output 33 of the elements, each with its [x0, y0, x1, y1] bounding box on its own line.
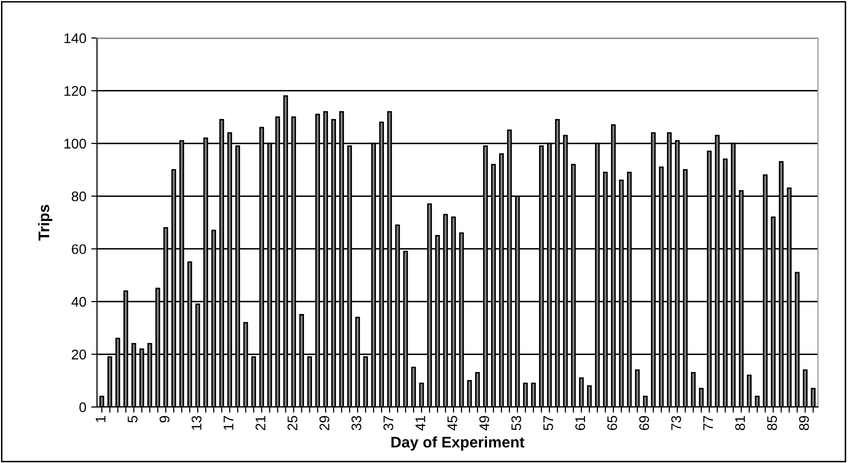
y-tick-label: 20 [72, 350, 86, 360]
x-tick-label: 45 [448, 416, 458, 430]
x-tick-label: 49 [479, 416, 490, 430]
x-tick-label: 61 [575, 416, 586, 430]
x-tick-label: 25 [288, 416, 298, 430]
x-tick-label: 33 [351, 416, 362, 430]
x-tick-label: 13 [192, 416, 202, 430]
y-tick-label: 80 [72, 191, 86, 202]
x-tick-label: 65 [607, 416, 618, 430]
y-tick-label: 40 [71, 296, 86, 307]
y-tick-label: 100 [64, 138, 86, 149]
y-tick-label: 120 [64, 86, 86, 96]
x-axis-title: Day of Experiment [391, 436, 524, 451]
x-tick-label: 73 [671, 416, 682, 430]
y-axis-title: Trips [38, 204, 52, 241]
x-tick-label: 57 [543, 416, 554, 430]
x-tick-label: 29 [320, 416, 330, 430]
x-tick-label: 53 [511, 416, 522, 430]
y-tick-label: 140 [64, 33, 86, 44]
x-tick-label: 89 [799, 416, 809, 430]
y-tick-label: 0 [79, 402, 86, 412]
x-tick-label: 1 [96, 416, 106, 422]
x-tick-label: 17 [224, 416, 234, 430]
x-tick-label: 9 [160, 416, 170, 422]
x-tick-label: 37 [383, 416, 394, 430]
x-tick-label: 85 [767, 416, 777, 430]
y-tick-label: 60 [72, 244, 86, 254]
x-tick-label: 41 [416, 416, 426, 430]
x-tick-label: 5 [128, 416, 138, 422]
x-tick-label: 77 [703, 416, 713, 430]
x-tick-label: 69 [639, 416, 650, 430]
x-tick-label: 21 [256, 416, 266, 430]
x-tick-label: 81 [735, 416, 745, 430]
